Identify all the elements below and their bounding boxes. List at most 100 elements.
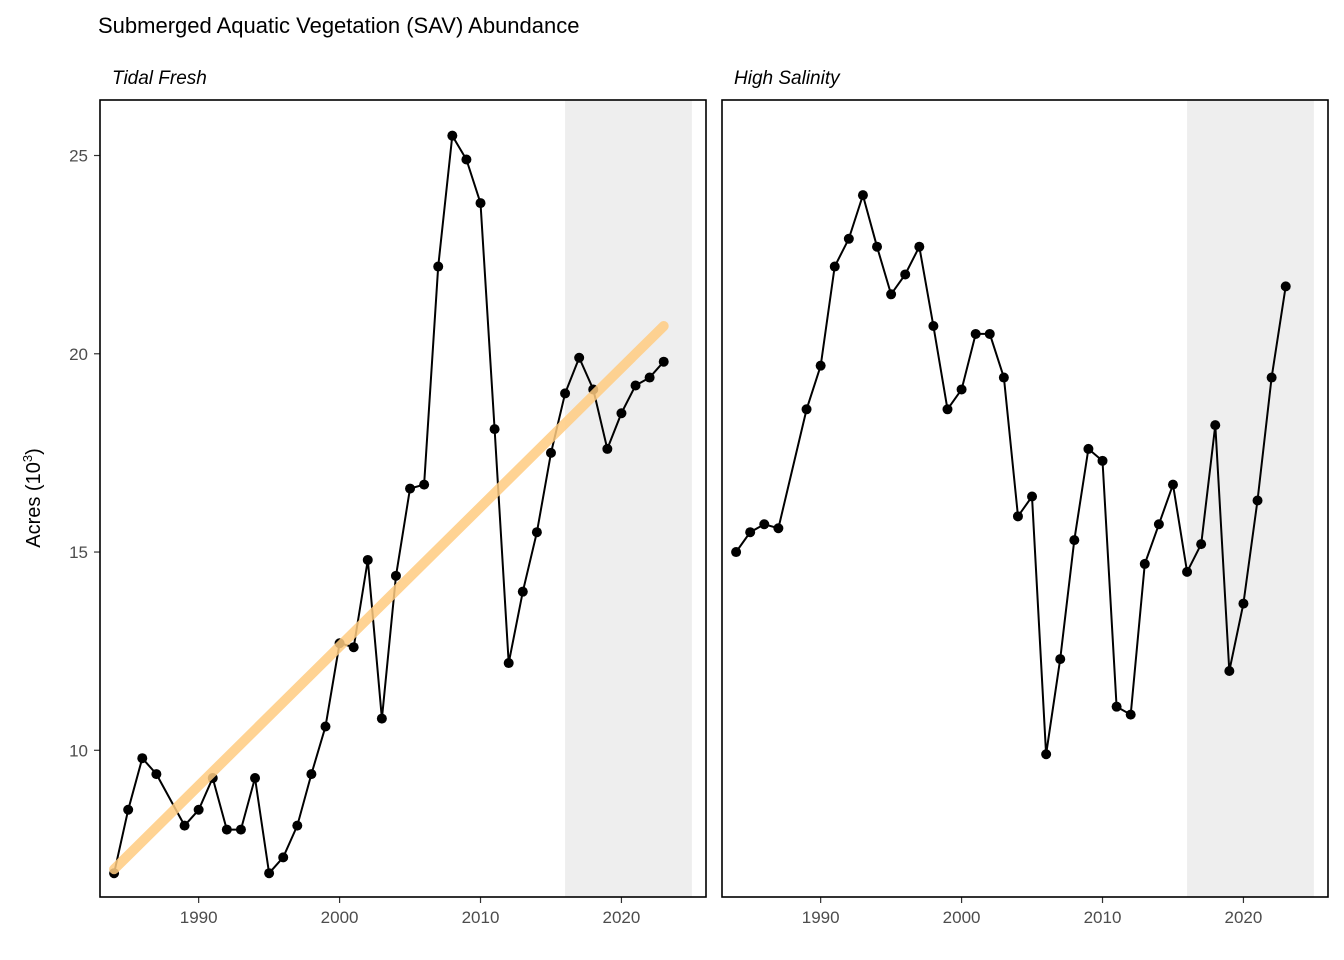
x-tick-label: 2020 (603, 908, 641, 927)
data-point (390, 570, 401, 581)
data-point (1252, 495, 1263, 506)
y-axis-label: Acres (103) (20, 448, 45, 548)
data-point (517, 586, 528, 597)
data-point (221, 824, 232, 835)
data-point (1083, 443, 1094, 454)
data-point (306, 769, 317, 780)
x-tick-label: 1990 (180, 908, 218, 927)
data-point (1196, 539, 1207, 550)
y-tick-label: 20 (69, 345, 88, 364)
data-point (1210, 420, 1221, 431)
y-axis-label-exponent: 3 (20, 455, 35, 462)
data-point (630, 380, 641, 391)
data-point (801, 404, 812, 415)
data-point (475, 198, 486, 209)
y-tick-label: 15 (69, 543, 88, 562)
data-point (857, 190, 868, 201)
data-point (1055, 654, 1066, 665)
x-tick-label: 1990 (802, 908, 840, 927)
data-point (193, 804, 204, 815)
y-axis-label-close: ) (23, 448, 45, 455)
data-point (264, 868, 275, 879)
data-point (731, 547, 742, 558)
data-point (1224, 665, 1235, 676)
data-point (292, 820, 303, 831)
data-point (433, 261, 444, 272)
data-point (1139, 558, 1150, 569)
panel-border (99, 99, 707, 898)
y-tick-label: 25 (69, 147, 88, 166)
data-point (886, 289, 897, 300)
data-point (773, 523, 784, 534)
x-tick-label: 2010 (1084, 908, 1122, 927)
data-point (956, 384, 967, 395)
data-point (1069, 535, 1080, 546)
panel-high-salinity: High Salinity 1990 2000 2010 2020 (721, 68, 1329, 927)
data-point (970, 328, 981, 339)
data-point (829, 261, 840, 272)
panel-title: Tidal Fresh (112, 68, 207, 89)
data-point (1280, 281, 1291, 292)
data-point (745, 527, 756, 538)
data-point (151, 769, 162, 780)
panel-border (721, 99, 1329, 898)
data-point (376, 713, 387, 724)
trend-line (109, 321, 669, 875)
data-point (1097, 455, 1108, 466)
data-point (914, 241, 925, 252)
data-point (1012, 511, 1023, 522)
panel-tidal-fresh: Tidal Fresh 1990 2000 2010 2020 10 15 20 25 (69, 68, 707, 927)
chart-title: Submerged Aquatic Vegetation (SAV) Abund… (98, 13, 580, 38)
data-point (998, 372, 1009, 383)
data-point (1266, 372, 1277, 383)
highlight-band (565, 100, 692, 897)
data-point (658, 356, 669, 367)
data-point (123, 804, 134, 815)
data-point (1125, 709, 1136, 720)
data-point (419, 479, 430, 490)
data-point (348, 642, 359, 653)
data-point (1041, 749, 1052, 760)
data-point (545, 447, 556, 458)
highlight-band (1187, 100, 1314, 897)
data-point (1167, 479, 1178, 490)
data-point (235, 824, 246, 835)
x-tick-label: 2000 (321, 908, 359, 927)
data-point (1111, 701, 1122, 712)
data-point (278, 852, 289, 863)
data-point (503, 658, 514, 669)
data-point (137, 753, 148, 764)
data-point (602, 443, 613, 454)
data-point (928, 321, 939, 332)
data-point (942, 404, 953, 415)
x-tick-label: 2010 (462, 908, 500, 927)
data-point (1182, 566, 1193, 577)
data-point (1238, 598, 1249, 609)
data-point (489, 424, 500, 435)
data-point (461, 154, 472, 165)
data-point (759, 519, 770, 530)
data-point (405, 483, 416, 494)
y-tick-label: 10 (69, 741, 88, 760)
data-point (531, 527, 542, 538)
data-point (447, 130, 458, 141)
data-point (1027, 491, 1038, 502)
data-point (250, 773, 261, 784)
data-point (984, 328, 995, 339)
data-point (560, 388, 571, 399)
x-tick-label: 2000 (943, 908, 981, 927)
data-point (179, 820, 190, 831)
data-point (843, 233, 854, 244)
data-point (362, 554, 373, 565)
x-tick-label: 2020 (1225, 908, 1263, 927)
panel-title: High Salinity (734, 68, 841, 89)
data-point (616, 408, 627, 419)
data-point (1153, 519, 1164, 530)
data-point (320, 721, 331, 732)
data-point (644, 372, 655, 383)
data-point (815, 360, 826, 371)
data-point (574, 352, 585, 363)
data-point (900, 269, 911, 280)
y-axis-label-base: Acres (10 (23, 462, 45, 548)
